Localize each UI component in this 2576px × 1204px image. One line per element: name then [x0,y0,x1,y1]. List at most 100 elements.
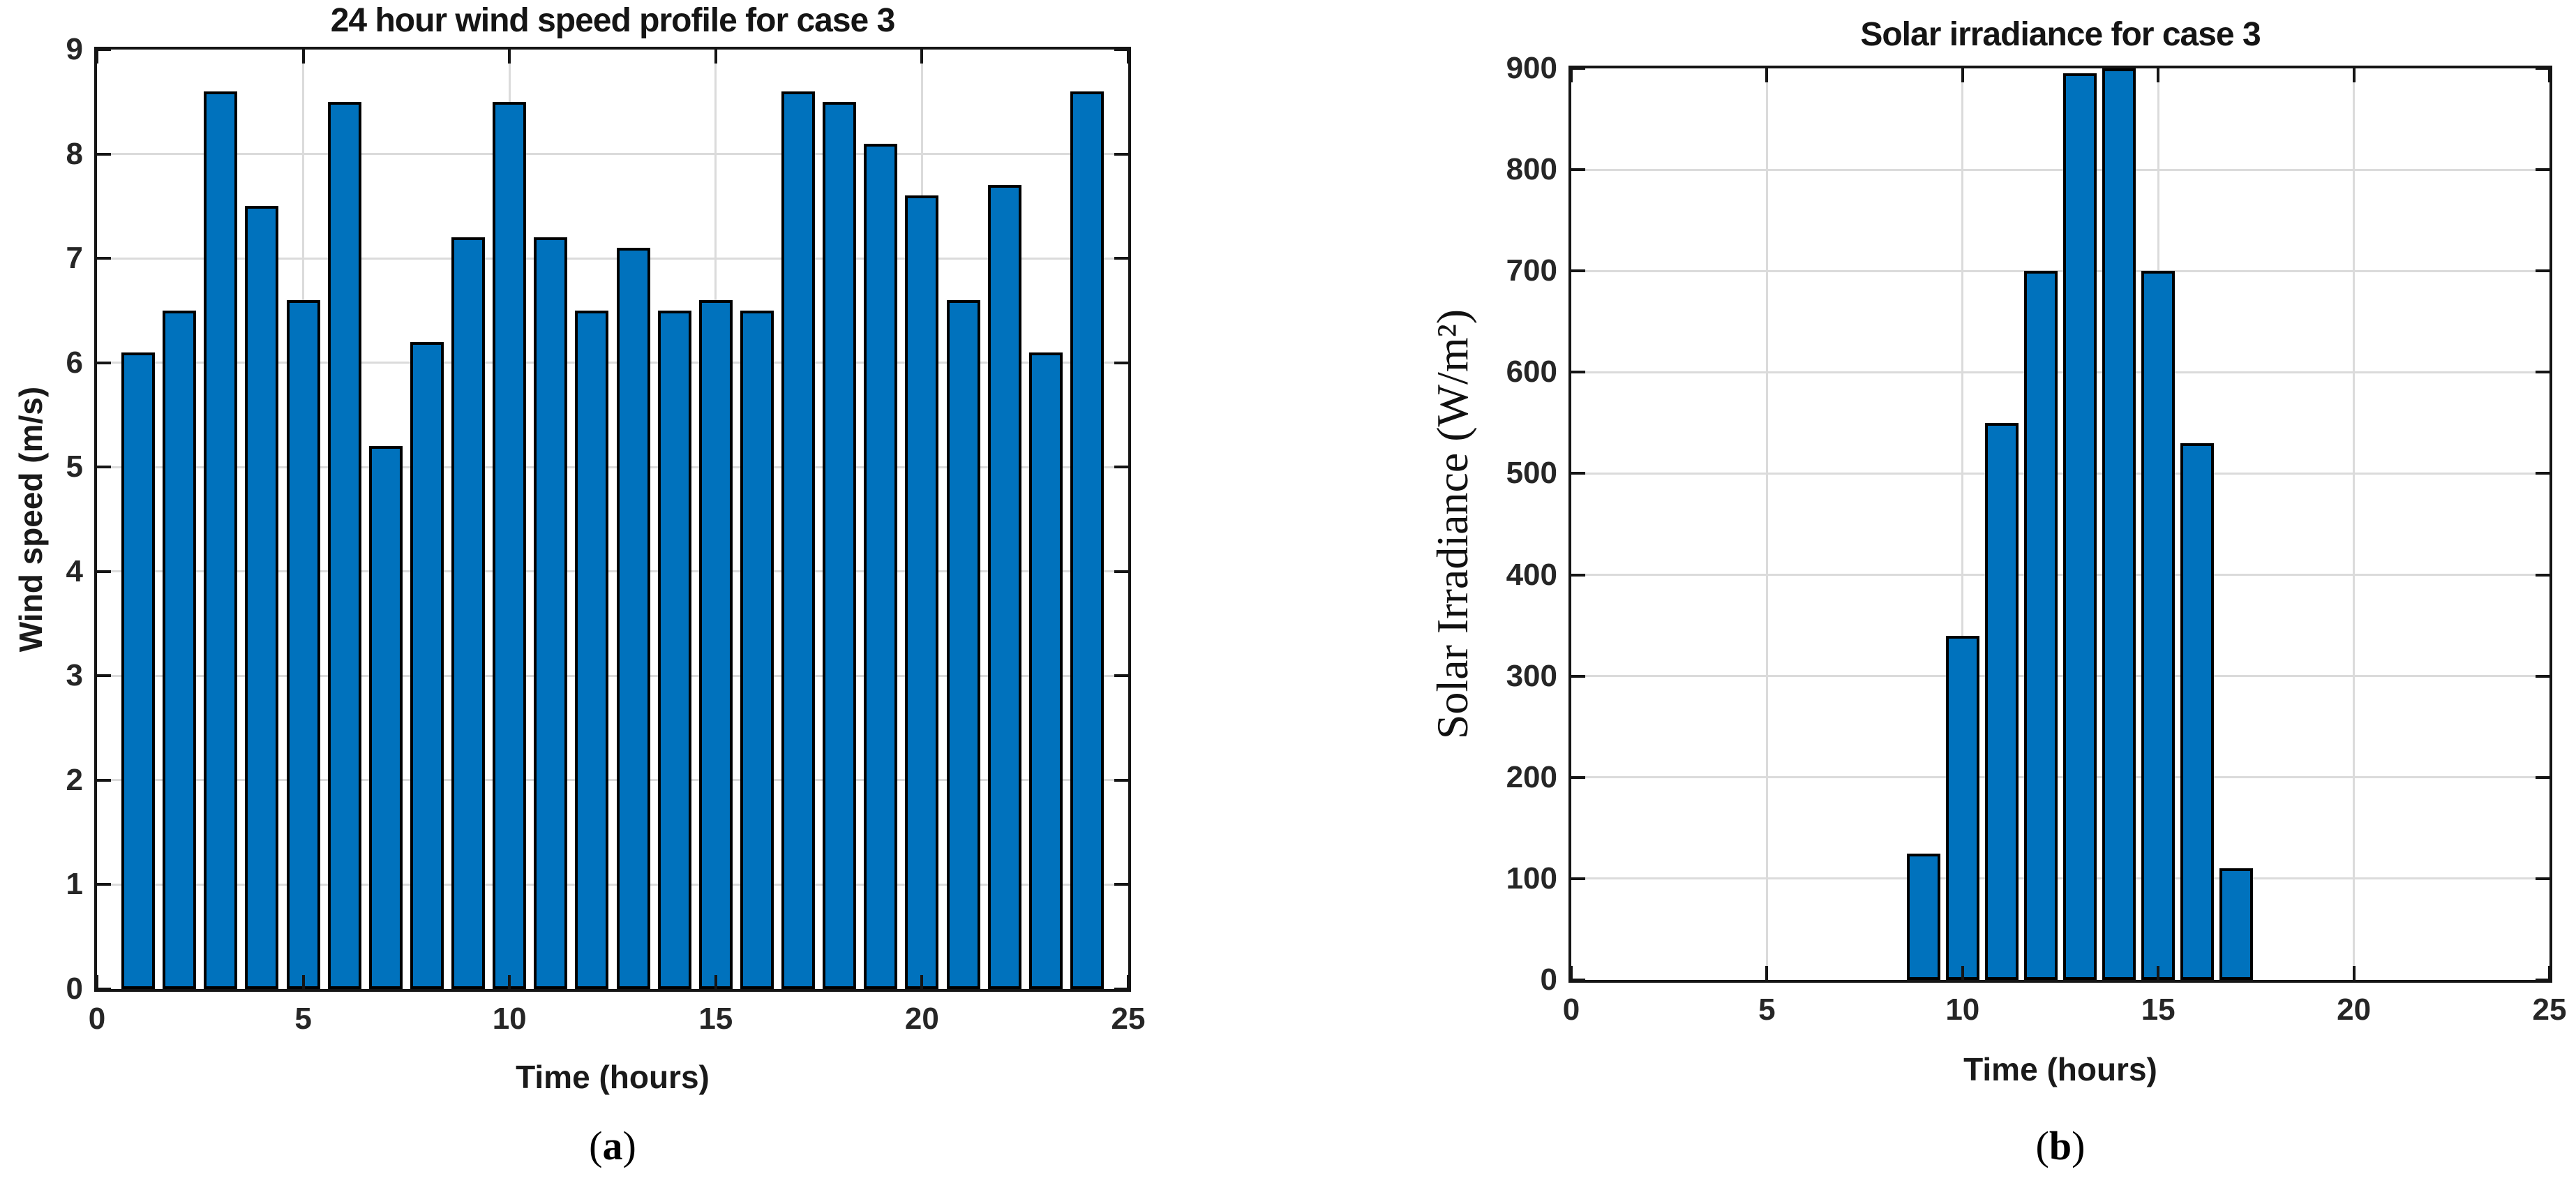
y-tick-mark-right [2536,168,2549,172]
bar-hour-19 [864,143,898,989]
bar-hour-6 [327,101,361,989]
y-tick-mark [97,988,111,990]
y-tick-label: 9 [66,32,83,66]
bar-hour-11 [534,237,568,989]
bar-hour-9 [451,237,486,989]
caption-b-open: ( [2035,1123,2049,1168]
x-tick-mark-top [508,50,511,64]
solar-y-axis-label: Solar Irradiance (W/m²) [1428,309,1477,740]
x-tick-mark-top [301,50,305,64]
x-tick-label: 10 [1945,993,1980,1027]
h-gridline [97,257,1128,260]
y-tick-mark-right [2536,674,2549,678]
caption-a-open: ( [589,1123,603,1168]
y-tick-label: 0 [1540,963,1557,997]
y-tick-label: 1 [66,867,83,902]
y-tick-mark [97,48,111,51]
bar-hour-11 [1984,422,2019,980]
y-tick-mark-right [2536,67,2549,70]
x-tick-label: 10 [492,1002,527,1036]
y-tick-label: 300 [1506,658,1557,693]
bar-hour-12 [575,310,609,989]
caption-a-letter: a [602,1123,623,1168]
x-tick-label: 20 [2337,993,2372,1027]
y-tick-label: 100 [1506,861,1557,895]
y-tick-mark-right [1114,778,1128,782]
solar-chart-title: Solar irradiance for case 3 [1860,16,2261,53]
x-tick-mark-top [920,50,924,64]
h-gridline [1571,675,2549,678]
y-tick-mark-right [1114,674,1128,678]
h-gridline [1571,574,2549,577]
x-tick-mark-top [2352,68,2356,82]
bar-hour-9 [1906,853,1940,980]
bar-hour-7 [368,446,403,989]
caption-b: (b) [1568,1122,2552,1169]
y-tick-mark-right [2536,877,2549,880]
y-tick-mark [97,778,111,782]
bar-hour-24 [1070,91,1104,989]
bar-hour-5 [286,299,320,989]
y-tick-mark-right [2536,472,2549,475]
y-tick-mark [1571,573,1585,577]
y-tick-label: 5 [66,449,83,484]
bar-hour-17 [2219,868,2254,980]
y-tick-label: 8 [66,136,83,171]
bar-hour-20 [905,195,939,989]
x-tick-label: 0 [1562,993,1580,1027]
y-tick-mark-right [2536,979,2549,981]
x-tick-label: 25 [2532,993,2567,1027]
v-gridline [1961,68,1964,980]
bar-hour-1 [121,352,156,989]
x-tick-label: 25 [1111,1002,1146,1036]
y-tick-mark-right [2536,573,2549,577]
h-gridline [1571,776,2549,779]
x-tick-mark [96,975,98,989]
bar-hour-21 [946,299,980,989]
bar-hour-14 [657,310,691,989]
y-tick-mark-right [1114,257,1128,260]
y-tick-mark-right [2536,775,2549,779]
y-tick-mark [1571,472,1585,475]
y-tick-label: 2 [66,762,83,797]
y-tick-label: 800 [1506,152,1557,187]
x-tick-mark-top [96,50,98,64]
y-tick-label: 0 [66,972,83,1006]
x-tick-mark [2548,966,2551,980]
y-tick-mark [1571,168,1585,172]
y-tick-mark-right [1114,466,1128,469]
y-tick-mark-right [1114,48,1128,51]
bar-hour-16 [740,310,774,989]
bar-hour-13 [2063,73,2097,980]
wind-chart-title: 24 hour wind speed profile for case 3 [330,2,896,39]
bar-hour-12 [2023,271,2058,980]
x-tick-mark [1765,966,1769,980]
x-tick-mark-top [2548,68,2551,82]
x-tick-label: 5 [294,1002,312,1036]
x-tick-mark-top [1127,50,1130,64]
y-tick-mark [97,570,111,573]
y-tick-label: 600 [1506,355,1557,389]
y-tick-label: 500 [1506,456,1557,491]
y-tick-label: 7 [66,241,83,276]
x-tick-label: 15 [698,1002,733,1036]
x-tick-label: 0 [88,1002,106,1036]
bar-hour-14 [2102,68,2136,980]
h-gridline [97,883,1128,886]
y-tick-label: 400 [1506,557,1557,592]
y-tick-mark [97,883,111,886]
y-tick-mark-right [1114,152,1128,156]
y-tick-mark [97,152,111,156]
bar-hour-13 [616,248,650,989]
solar-plot-area: 0 5 10 15 20 25 0 100 200 300 400 500 600 700 800 900 [1506,51,2567,1027]
y-tick-label: 200 [1506,759,1557,794]
h-gridline [97,466,1128,468]
x-tick-label: 20 [904,1002,939,1036]
x-tick-mark [508,975,511,989]
wind-plot-area: 0 5 10 15 20 25 0 1 2 3 4 5 6 7 8 9 [66,32,1146,1036]
bar-hour-15 [2141,271,2176,980]
y-tick-mark [97,257,111,260]
